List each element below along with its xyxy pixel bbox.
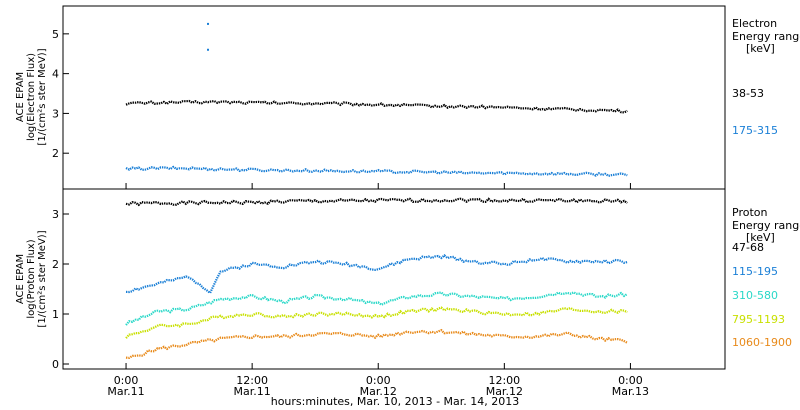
proton-series-1 <box>125 253 628 295</box>
electron-outlier-1 <box>207 48 210 51</box>
proton-legend-entry-1: 115-195 <box>732 265 778 278</box>
electron-ylabel-line-1: ACE EPAM <box>15 72 26 122</box>
proton-y-tick-label-1: 1 <box>52 308 59 321</box>
proton-series-4 <box>125 328 628 360</box>
x-tick-label-time-2: 0:00 <box>366 374 391 387</box>
proton-panel-frame <box>62 188 726 370</box>
x-tick-label-time-3: 12:00 <box>488 374 520 387</box>
x-tick-label-time-4: 0:00 <box>618 374 643 387</box>
electron-y-axis-title: ACE EPAM log(Electron Flux) [1/(cm²s ste… <box>15 48 48 145</box>
electron-y-tick-label-0: 2 <box>52 147 59 160</box>
electron-legend: Electron Energy range [keV] <box>732 17 800 55</box>
proton-legend-entry-0: 47-68 <box>732 241 764 254</box>
proton-y-axis-title: ACE EPAM log(Proton Flux) [1/(cm²s ster … <box>15 230 48 327</box>
proton-legend-entry-4: 1060-1900 <box>732 336 792 349</box>
x-tick-label-date-0: Mar.11 <box>107 385 144 398</box>
x-tick-label-date-4: Mar.13 <box>612 385 649 398</box>
x-axis-title: hours:minutes, Mar. 10, 2013 - Mar. 14, … <box>271 395 520 408</box>
x-tick-label-date-1: Mar.11 <box>234 385 271 398</box>
electron-legend-entry-1: 175-315 <box>732 124 778 137</box>
electron-legend-title-3: [keV] <box>746 42 775 55</box>
electron-series-0 <box>125 99 628 114</box>
proton-ylabel-line-3: [1/(cm²s ster MeV)] <box>37 230 48 327</box>
proton-legend-entry-2: 310-580 <box>732 289 778 302</box>
proton-y-tick-label-2: 2 <box>52 258 59 271</box>
proton-legend-title-1: Proton <box>732 206 767 219</box>
electron-y-tick-label-3: 5 <box>52 28 59 41</box>
proton-y-tick-label-3: 3 <box>52 208 59 221</box>
proton-series-0 <box>125 197 628 207</box>
x-tick-label-date-2: Mar.12 <box>360 385 397 398</box>
x-tick-label-time-1: 12:00 <box>236 374 268 387</box>
electron-outlier-0 <box>207 22 210 25</box>
electron-y-tick-label-2: 4 <box>52 68 59 81</box>
proton-legend-entry-3: 795-1193 <box>732 313 785 326</box>
proton-ylabel-line-2: log(Proton Flux) <box>26 239 37 318</box>
electron-legend-title-1: Electron <box>732 17 777 30</box>
x-tick-label-date-3: Mar.12 <box>486 385 523 398</box>
proton-series-3 <box>125 306 628 339</box>
proton-legend-title-2: Energy range <box>732 219 800 232</box>
electron-series-1 <box>125 165 628 178</box>
electron-panel-frame <box>62 5 726 190</box>
x-tick-label-time-0: 0:00 <box>114 374 139 387</box>
electron-legend-entry-0: 38-53 <box>732 87 764 100</box>
proton-y-tick-label-0: 0 <box>52 358 59 371</box>
proton-legend-title-3: [keV] <box>746 231 775 244</box>
proton-legend: Proton Energy range [keV] <box>732 206 800 244</box>
chart-marks: 0:00Mar.1112:00Mar.110:00Mar.1212:00Mar.… <box>52 22 792 398</box>
proton-ylabel-line-1: ACE EPAM <box>15 254 26 304</box>
electron-y-tick-label-1: 3 <box>52 107 59 120</box>
electron-ylabel-line-3: [1/(cm²s ster MeV)] <box>37 48 48 145</box>
electron-ylabel-line-2: log(Electron Flux) <box>26 53 37 141</box>
electron-legend-title-2: Energy range <box>732 30 800 43</box>
proton-series-2 <box>125 291 628 326</box>
